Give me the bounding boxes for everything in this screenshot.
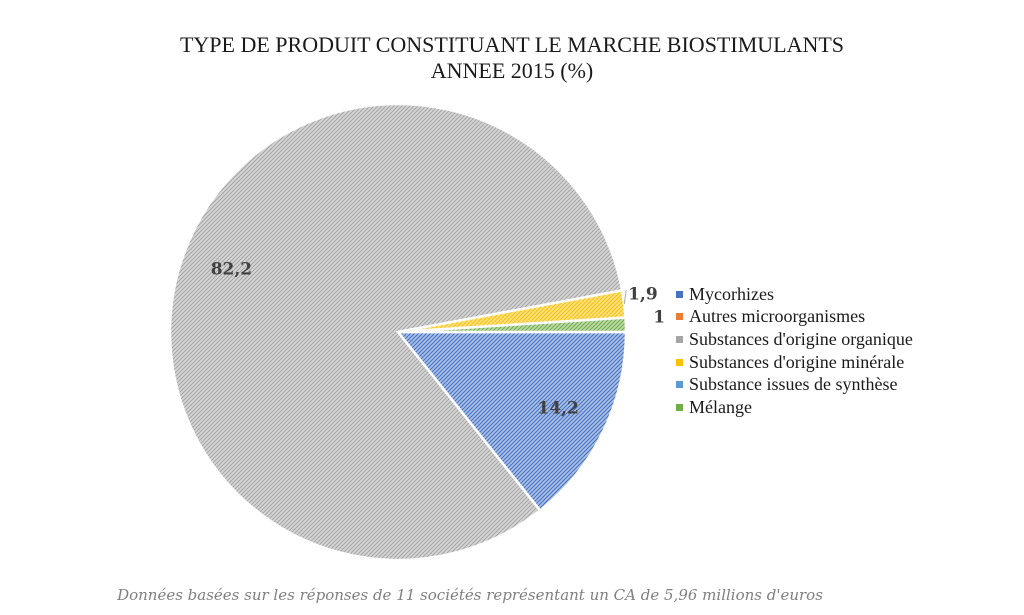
- legend-swatch: [676, 403, 683, 411]
- chart-title-line-2: ANNEE 2015 (%): [430, 58, 594, 83]
- legend-item-substances-minerale: Substances d'origine minérale: [676, 351, 913, 374]
- legend-label: Mélange: [689, 396, 752, 417]
- legend-label: Autres microorganismes: [689, 306, 866, 327]
- legend-item-mycorhizes: Mycorhizes: [676, 283, 913, 306]
- footnote: Données basées sur les réponses de 11 so…: [117, 586, 823, 604]
- legend-item-substances-organique: Substances d'origine organique: [676, 328, 913, 351]
- legend-item-substance-synthese: Substance issues de synthèse: [676, 373, 913, 396]
- legend-item-melange: Mélange: [676, 396, 913, 419]
- legend-label: Substances d'origine minérale: [689, 351, 905, 372]
- data-label-melange: 1: [653, 307, 665, 327]
- legend-swatch: [676, 335, 683, 343]
- legend-label: Substance issues de synthèse: [689, 374, 898, 395]
- data-label-organique: 82,2: [211, 259, 252, 279]
- legend-item-autres-microorganismes: Autres microorganismes: [676, 306, 913, 329]
- legend: Mycorhizes Autres microorganismes Substa…: [676, 283, 913, 419]
- legend-swatch: [676, 381, 683, 389]
- chart-title: TYPE DE PRODUIT CONSTITUANT LE MARCHE BI…: [0, 32, 1024, 84]
- pie-slice-mycorhizes: [395, 330, 628, 513]
- legend-swatch: [676, 290, 683, 298]
- legend-swatch: [676, 313, 683, 321]
- legend-label: Substances d'origine organique: [689, 328, 913, 349]
- pie-slice-organique: [168, 102, 624, 562]
- legend-swatch: [676, 358, 683, 366]
- data-label-minerale: 1,9: [628, 285, 658, 305]
- leader-line-minerale: [623, 289, 627, 305]
- pie-slice-melange: [397, 316, 628, 334]
- data-label-mycorhizes: 14,2: [537, 399, 578, 419]
- legend-label: Mycorhizes: [689, 283, 774, 304]
- chart-title-line-1: TYPE DE PRODUIT CONSTITUANT LE MARCHE BI…: [179, 32, 845, 57]
